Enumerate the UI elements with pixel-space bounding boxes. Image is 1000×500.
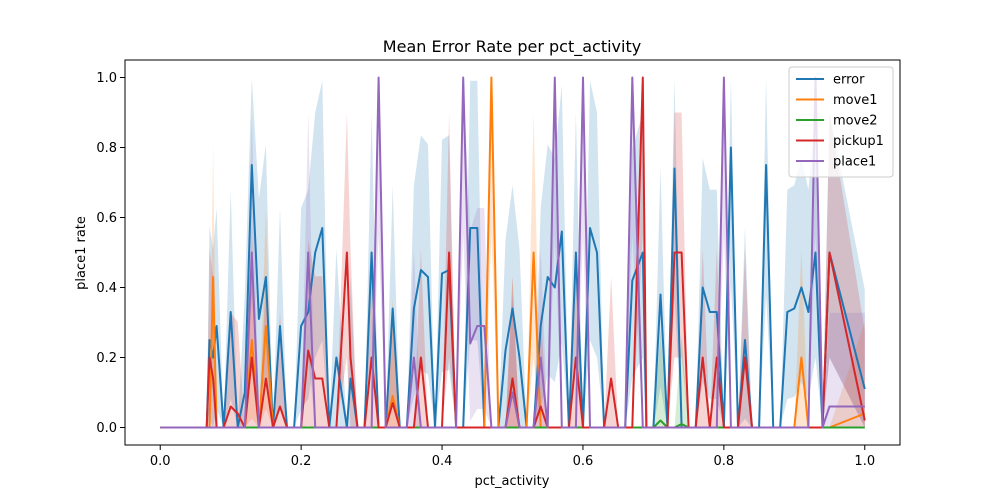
confidence-band-place1 — [160, 77, 865, 428]
x-tick-label: 0.2 — [291, 454, 312, 469]
y-axis-ticks: 0.0 0.2 0.4 0.6 0.8 1.0 — [96, 71, 125, 436]
series-line-error — [160, 146, 866, 429]
confidence-band-pickup1 — [160, 77, 865, 428]
x-axis-label: pct_activity — [475, 474, 550, 489]
confidence-bands — [160, 77, 865, 428]
y-tick-label: 0.4 — [96, 281, 117, 296]
chart-title: Mean Error Rate per pct_activity — [383, 37, 641, 57]
y-axis-label: place1 rate — [74, 216, 89, 290]
y-tick-label: 0.2 — [96, 351, 117, 366]
x-tick-label: 0.0 — [150, 454, 171, 469]
confidence-band-error — [160, 77, 865, 428]
series-lines — [160, 76, 866, 429]
legend: error move1 move2 pickup1 place1 — [788, 66, 894, 178]
legend-box — [788, 66, 894, 178]
y-tick-label: 0.0 — [96, 421, 117, 436]
x-tick-label: 0.4 — [432, 454, 453, 469]
y-tick-label: 0.6 — [96, 211, 117, 226]
legend-label-pickup1: pickup1 — [833, 134, 884, 149]
x-tick-label: 0.8 — [714, 454, 735, 469]
series-line-place1 — [160, 76, 865, 429]
x-tick-label: 0.6 — [573, 454, 594, 469]
y-tick-label: 0.8 — [96, 141, 117, 156]
plot-frame — [124, 59, 901, 446]
legend-label-place1: place1 — [833, 155, 876, 170]
x-axis-ticks: 0.0 0.2 0.4 0.6 0.8 1.0 — [150, 445, 875, 469]
legend-label-error: error — [833, 73, 865, 88]
x-tick-label: 1.0 — [854, 454, 875, 469]
confidence-band-move1 — [160, 77, 865, 428]
y-tick-label: 1.0 — [96, 71, 117, 86]
legend-label-move1: move1 — [833, 93, 878, 108]
legend-label-move2: move2 — [833, 114, 878, 129]
